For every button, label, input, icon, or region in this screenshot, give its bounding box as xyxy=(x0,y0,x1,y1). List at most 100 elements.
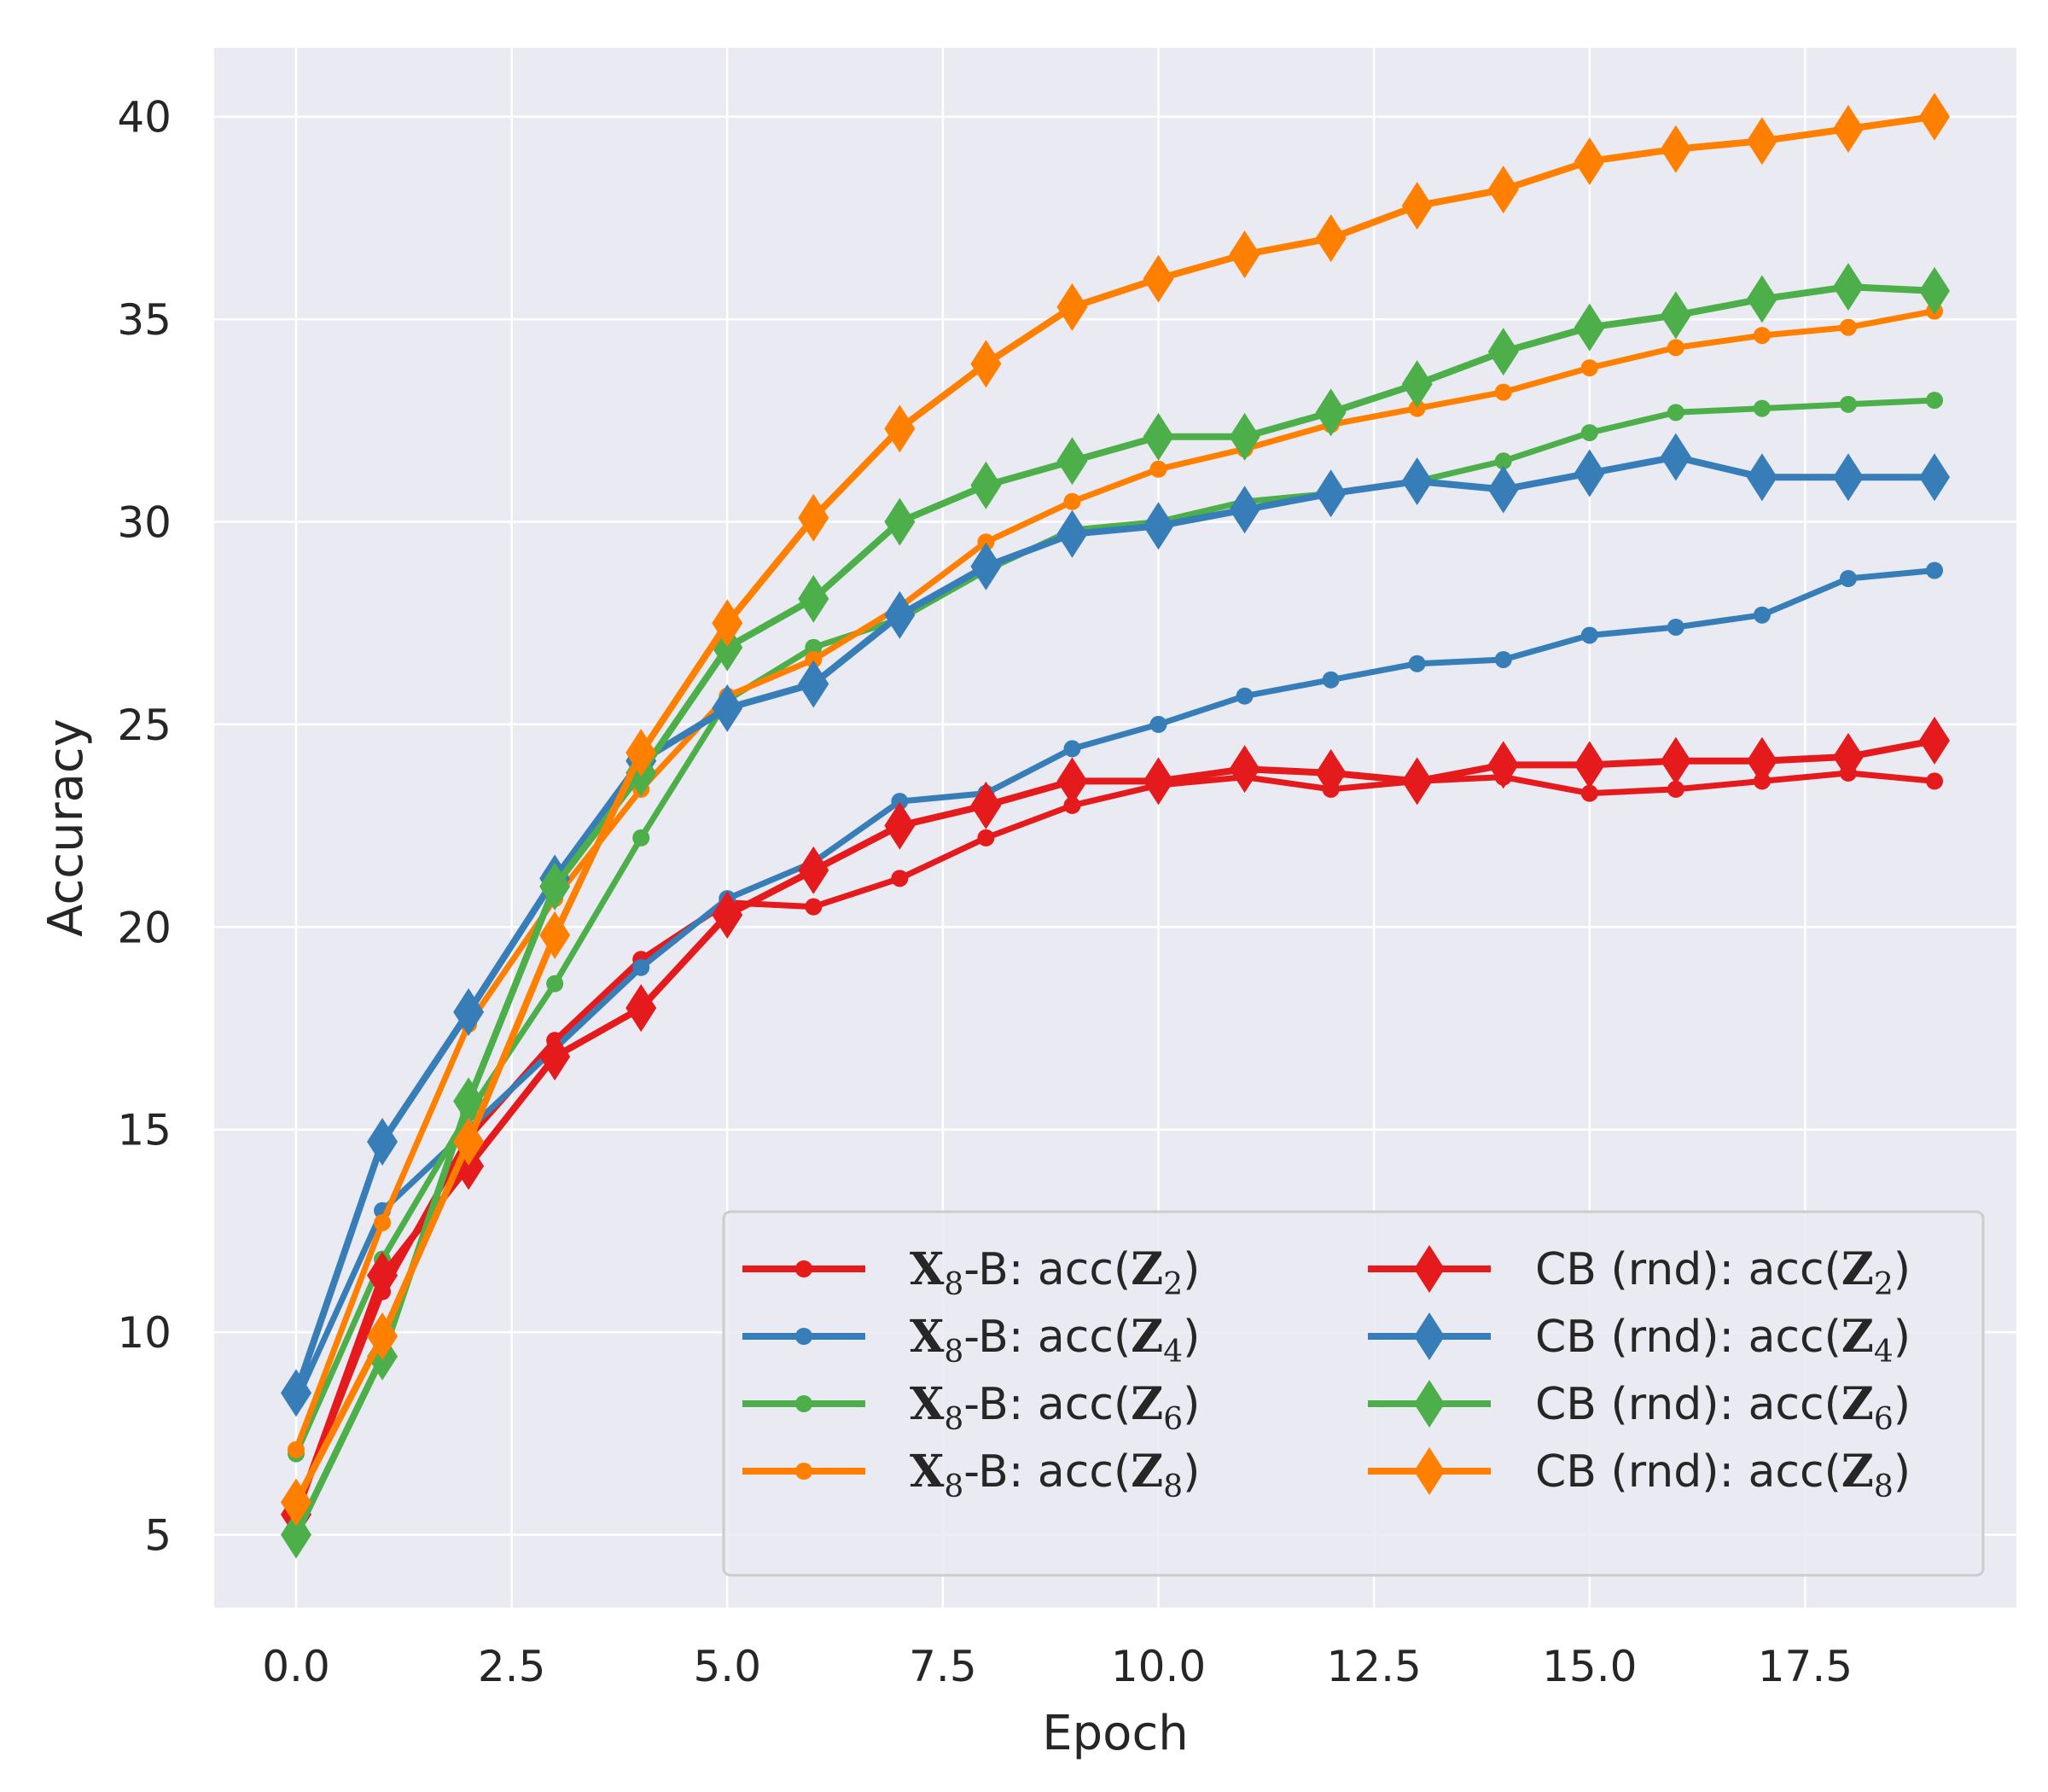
legend-label: X8-B: acc(Z8) xyxy=(910,1446,1200,1504)
data-point xyxy=(1143,254,1174,303)
data-point xyxy=(1315,214,1347,263)
data-point xyxy=(1746,736,1777,785)
data-point xyxy=(1839,318,1857,336)
legend-swatch-marker xyxy=(795,1463,812,1480)
data-point xyxy=(1919,92,1950,141)
series-line xyxy=(293,308,1938,1453)
data-point xyxy=(805,898,823,916)
data-point xyxy=(1063,492,1081,510)
legend-entry: CB (rnd): acc(Z2) xyxy=(1368,1243,1911,1302)
data-point xyxy=(1056,437,1088,486)
data-point xyxy=(1063,796,1081,814)
data-point xyxy=(1574,449,1605,497)
series-line xyxy=(293,453,1938,1397)
data-point xyxy=(884,591,916,639)
legend-label: CB (rnd): acc(Z4) xyxy=(1535,1311,1911,1370)
data-point xyxy=(1580,359,1598,377)
data-point xyxy=(1315,469,1347,518)
data-point xyxy=(1832,104,1864,153)
x-tick-label: 15.0 xyxy=(1542,1642,1637,1691)
data-point xyxy=(1408,399,1426,417)
data-point xyxy=(1401,182,1433,230)
data-point xyxy=(1574,303,1605,352)
data-point xyxy=(1401,757,1433,806)
data-point xyxy=(281,1369,311,1417)
legend-label: X8-B: acc(Z4) xyxy=(910,1311,1200,1370)
data-point xyxy=(1143,412,1174,461)
legend-entry: CB (rnd): acc(Z8) xyxy=(1368,1446,1911,1504)
data-point xyxy=(1229,486,1260,534)
data-point xyxy=(1660,433,1691,481)
legend-entry: X8-B: acc(Z8) xyxy=(742,1446,1200,1504)
data-point xyxy=(970,542,1002,591)
data-point xyxy=(281,1510,311,1559)
data-point xyxy=(1056,757,1088,806)
data-point xyxy=(453,1077,485,1126)
y-tick-label: 30 xyxy=(117,498,172,548)
data-point xyxy=(1408,655,1426,672)
y-tick-label: 15 xyxy=(117,1106,172,1155)
data-point xyxy=(977,533,995,551)
data-point xyxy=(970,781,1002,829)
data-point xyxy=(798,574,829,623)
data-point xyxy=(1487,741,1519,789)
y-tick-label: 10 xyxy=(117,1308,172,1358)
series-line xyxy=(293,770,1938,1514)
data-point xyxy=(1667,339,1684,357)
legend-label: CB (rnd): acc(Z2) xyxy=(1535,1243,1911,1302)
data-point xyxy=(1143,502,1174,550)
data-point xyxy=(1660,125,1691,173)
data-point xyxy=(546,975,564,992)
x-tick-label: 2.5 xyxy=(478,1642,546,1691)
legend-swatch-marker xyxy=(1414,1245,1445,1293)
legend-swatch-marker xyxy=(795,1395,812,1412)
data-point xyxy=(539,911,571,959)
series-line xyxy=(293,397,1938,1457)
data-point xyxy=(1746,453,1777,502)
data-point xyxy=(367,1312,399,1360)
legend-label: CB (rnd): acc(Z6) xyxy=(1535,1378,1911,1437)
data-point xyxy=(1832,453,1864,502)
data-point xyxy=(1487,465,1519,514)
legend-box xyxy=(722,1210,1985,1577)
series-line xyxy=(293,567,1938,1405)
data-point xyxy=(1753,399,1771,417)
data-point xyxy=(1401,457,1433,506)
data-point xyxy=(1660,291,1691,340)
data-point xyxy=(1667,780,1684,798)
data-point xyxy=(1401,360,1433,409)
legend-entry: CB (rnd): acc(Z6) xyxy=(1368,1378,1911,1437)
data-point xyxy=(1149,460,1167,478)
data-point xyxy=(805,638,823,656)
data-point xyxy=(539,862,571,911)
legend-label: X8-B: acc(Z6) xyxy=(910,1378,1200,1437)
data-point xyxy=(1236,687,1254,705)
x-tick-label: 0.0 xyxy=(262,1642,330,1691)
y-tick-label: 35 xyxy=(117,295,172,345)
data-point xyxy=(1839,395,1857,413)
data-point xyxy=(632,958,650,976)
series-lines xyxy=(281,92,1950,1559)
data-point xyxy=(1919,716,1950,765)
x-tick-label: 10.0 xyxy=(1111,1642,1206,1691)
data-point xyxy=(1667,404,1684,422)
x-tick-labels: 0.0 2.5 5.0 7.5 10.0 12.5 15.0 17.5 xyxy=(262,1642,1853,1691)
legend-swatch-marker xyxy=(1414,1380,1445,1428)
legend-entry: X8-B: acc(Z6) xyxy=(742,1378,1200,1437)
series-line xyxy=(293,283,1938,1539)
data-point xyxy=(1494,452,1512,470)
x-tick-label: 5.0 xyxy=(693,1642,761,1691)
data-point xyxy=(1753,327,1771,345)
data-point xyxy=(1229,745,1260,794)
data-point xyxy=(884,801,916,850)
data-point xyxy=(1580,784,1598,802)
data-point xyxy=(1149,715,1167,733)
data-point xyxy=(281,1478,311,1527)
legend-swatch-marker xyxy=(795,1328,812,1345)
data-point xyxy=(453,1117,485,1166)
legend-label: CB (rnd): acc(Z8) xyxy=(1535,1446,1911,1504)
legend-swatch-marker xyxy=(1414,1312,1445,1360)
x-axis-title: Epoch xyxy=(1042,1706,1188,1761)
legend-swatch-marker xyxy=(795,1260,812,1277)
